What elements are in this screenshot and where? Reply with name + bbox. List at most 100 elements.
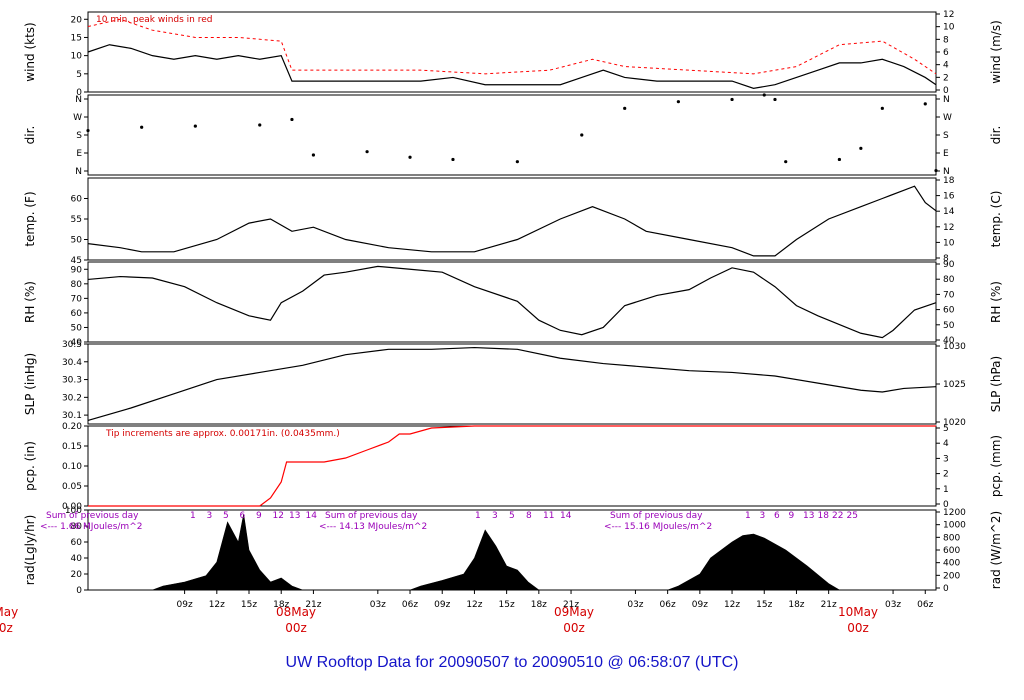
dir-point [311,153,316,157]
time-tick-label: 12z [466,600,482,610]
date-label-hour: 00z [847,621,869,635]
pcp-ylabel-left: pcp. (in) [23,441,37,491]
slp-ytick-left: 30.4 [62,358,82,368]
date-label-day: 7May [0,605,18,619]
rad-area [152,513,841,591]
time-tick-label: 06z [402,600,418,610]
pcp-panel: 0.00 0.05 0.10 0.15 0.20 0 1 2 3 4 5 pcp. (in) pcp. … [23,422,1003,512]
time-tick-label: 18z [273,600,289,610]
rad-ytick-left: 0 [76,586,82,596]
date-label-hour: 00z [563,621,585,635]
dir-point [515,160,519,164]
dir-ytick-right: W [943,113,952,123]
pcp-ytick-right: 3 [943,454,949,464]
dir-point [934,168,938,173]
dir-ytick-right: E [943,149,949,159]
wind-annotation: 10 min. peak winds in red [96,15,213,25]
rad-hour-mark: 9 [256,511,262,521]
slp-ytick-left: 30.3 [62,376,82,386]
wind-ytick-right: 0 [943,86,949,96]
rad-day-total-label: Sum of previous day [325,511,418,521]
wind-ytick-right: 4 [943,61,949,71]
dir-point [365,150,369,154]
rad-day-total-label: Sum of previous day [610,511,703,521]
time-tick-label: 03z [370,600,386,610]
date-label-day: 08May [276,605,316,619]
temp-ytick-right: 12 [943,223,954,233]
time-tick-label: 15z [241,600,257,610]
pcp-ytick-right: 1 [943,485,949,495]
wind-ytick-right: 2 [943,73,949,83]
date-label-day: 10May [838,605,878,619]
dir-point [773,97,777,102]
rad-hour-mark: 5 [509,511,515,521]
dir-frame [87,94,937,176]
dir-ytick-left: N [75,167,82,177]
pcp-ytick-left: 0.15 [62,442,82,452]
rh-ytick-left: 40 [71,338,83,348]
wind-ytick-left: 0 [76,88,82,98]
slp-ytick-right: 1030 [943,342,966,352]
pcp-ytick-right: 2 [943,470,949,480]
wind-panel: 0 5 10 15 20 0 2 4 6 8 10 12 wind (kts) wind (m/s) 10 … [23,10,1003,98]
rad-hour-mark: 22 [832,511,843,521]
time-tick-label: 18z [531,600,547,610]
dir-point [784,160,788,164]
rh-ytick-left: 60 [71,309,83,319]
dir-point [762,93,766,97]
rh-ylabel-right: RH (%) [989,281,1003,323]
rh-ytick-right: 50 [943,321,955,331]
rh-ytick-right: 60 [943,306,955,316]
date-label-hour: 00z [285,621,307,635]
rh-ytick-right: 70 [943,290,955,300]
time-tick-label: 21z [563,600,579,610]
temp-panel: 45 50 55 60 8 10 12 14 16 18 temp. (F) temp. (C) [23,176,1003,266]
dir-point [837,157,841,162]
pcp-ytick-right: 5 [943,424,949,434]
temp-frame [87,177,937,261]
time-tick-label: 12z [724,600,740,610]
rad-hour-mark: 6 [774,511,780,521]
rad-panel: 020406080100020040060080010001200rad(Lgl… [23,506,1003,596]
rh-ytick-right: 90 [943,260,955,270]
dir-point [676,100,680,104]
dir-point [290,117,294,122]
rad-hour-mark: 25 [847,511,858,521]
pcp-annotation: Tip increments are approx. 0.00171in. (0… [105,429,340,439]
rad-hour-mark: 5 [223,511,229,521]
dir-ytick-left: E [76,149,82,159]
wind-ytick-right: 6 [943,48,949,58]
rad-ytick-right: 400 [943,559,960,569]
slp-ylabel-right: SLP (hPa) [989,356,1003,412]
rad-hour-mark: 1 [745,511,751,521]
rad-hour-mark: 11 [543,511,554,521]
pcp-ytick-left: 0.05 [62,482,82,492]
dir-point [193,124,197,128]
dir-point [140,125,144,129]
time-tick-label: 03z [627,600,643,610]
wind-ytick-left: 10 [71,52,83,62]
time-tick-label: 21z [821,600,837,610]
dir-point [623,106,627,110]
rad-ytick-right: 600 [943,546,960,556]
rad-ytick-right: 1200 [943,508,966,518]
rad-day-total-value: <--- 1.66 MJoules/m^2 [40,522,142,532]
time-tick-label: 09z [692,600,708,610]
rad-hour-mark: 18 [818,511,830,521]
dir-point [408,155,412,159]
rh-ylabel-left: RH (%) [23,281,37,323]
rh-ytick-left: 90 [71,265,83,275]
rad-hour-mark: 13 [289,511,300,521]
rad-ytick-left: 80 [71,522,83,532]
slp-ytick-left: 30.2 [62,393,82,403]
temp-ytick-left: 60 [71,195,83,205]
rad-ytick-left: 20 [71,570,83,580]
slp-ylabel-left: SLP (inHg) [23,353,37,415]
dir-ytick-right: N [943,95,950,105]
wind-ytick-right: 12 [943,10,954,20]
rad-ylabel-left: rad(Lgly/hr) [23,515,37,586]
rad-ytick-left: 100 [65,506,82,516]
slp-series-line [87,346,937,422]
dir-point [258,123,262,127]
temp-ytick-right: 10 [943,238,955,248]
